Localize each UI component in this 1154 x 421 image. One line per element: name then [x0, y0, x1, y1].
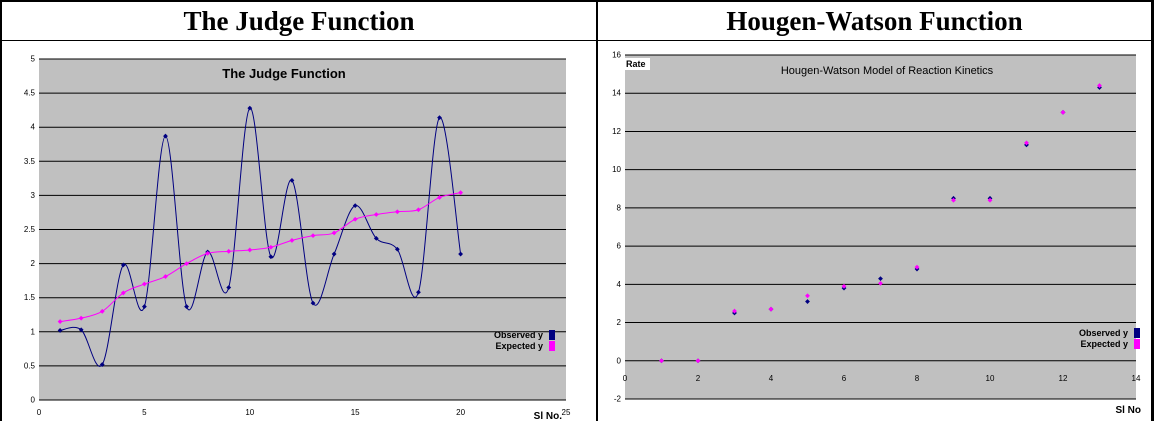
x-tick-label: 6 [842, 374, 847, 383]
x-tick-label: 15 [351, 408, 360, 417]
table-border-header [0, 40, 1154, 41]
hougen-header: Hougen-Watson Function [726, 6, 1023, 36]
x-tick-label: 2 [696, 374, 701, 383]
table-border-right [1151, 0, 1154, 421]
data-point [163, 133, 168, 139]
chart-title: The Judge Function [222, 66, 346, 81]
data-point [289, 238, 295, 243]
x-tick-label: 25 [562, 408, 571, 417]
y-tick-label: 3 [31, 191, 36, 200]
legend-swatch [549, 341, 555, 351]
table-border-left [0, 0, 2, 421]
data-point [695, 358, 701, 364]
x-tick-label: 14 [1132, 374, 1141, 383]
data-point [120, 262, 126, 268]
y-tick-label: 16 [612, 51, 621, 60]
y-tick-label: 0.5 [24, 361, 36, 370]
data-point [289, 177, 295, 183]
y-tick-label: 12 [612, 127, 621, 136]
legend-swatch [1134, 328, 1140, 338]
y-tick-label: 1.5 [24, 293, 36, 302]
series-line [60, 107, 462, 367]
x-tick-label: 20 [456, 408, 465, 417]
data-point [310, 300, 316, 306]
x-tick-label: 10 [245, 408, 254, 417]
x-tick-label: 5 [142, 408, 147, 417]
data-point [1060, 109, 1066, 115]
x-axis-label: Sl No [1115, 405, 1141, 416]
data-point [805, 293, 810, 299]
legend-swatch [1134, 339, 1140, 349]
hougen-watson-chart: -2 0 2 4 6 8 10 12 14 16 0 2 4 6 8 10 12 14 Hougen-Watson … [612, 51, 1141, 417]
y-tick-label: 3.5 [24, 157, 36, 166]
data-point [373, 212, 379, 217]
legend-label: Expected y [1080, 339, 1128, 349]
data-point [437, 195, 442, 200]
legend-label: Observed y [494, 330, 543, 340]
legend-label: Observed y [1079, 328, 1128, 338]
plot-area [625, 55, 1136, 399]
y-axis-label-box [624, 58, 650, 70]
y-tick-label: 10 [612, 165, 621, 174]
data-point [416, 207, 421, 213]
data-point [78, 327, 84, 333]
x-tick-label: 10 [986, 374, 995, 383]
data-point [394, 246, 400, 252]
y-tick-label: 5 [31, 55, 36, 64]
x-tick-label: 0 [623, 374, 628, 383]
x-tick-label: 8 [915, 374, 920, 383]
y-tick-label: 14 [612, 89, 621, 98]
y-tick-label: 0 [617, 356, 622, 365]
data-point [268, 244, 274, 250]
data-point [437, 115, 442, 121]
y-axis-label: Rate [626, 59, 646, 69]
data-point [247, 247, 253, 253]
data-point [373, 235, 379, 241]
chart-title: Hougen-Watson Model of Reaction Kinetics [781, 65, 994, 77]
judge-header: The Judge Function [183, 6, 415, 36]
data-point [352, 203, 358, 209]
data-point [99, 308, 105, 314]
y-tick-label: -2 [614, 395, 622, 404]
x-tick-label: 4 [769, 374, 774, 383]
data-point [310, 233, 316, 239]
data-point [458, 190, 464, 196]
judge-function-chart: 0 0.5 1 1.5 2 2.5 3 3.5 4 4.5 5 0 5 10 15 20 25 The Judge… [24, 55, 571, 421]
legend-swatch [549, 330, 555, 340]
data-point [331, 251, 337, 257]
data-point [416, 289, 421, 295]
data-point [352, 216, 358, 222]
y-tick-label: 1 [31, 327, 36, 336]
data-point [458, 251, 464, 257]
y-tick-label: 6 [617, 242, 622, 251]
data-point [331, 230, 337, 236]
y-tick-label: 4 [31, 123, 36, 132]
y-tick-label: 2 [617, 318, 622, 327]
data-point [226, 248, 232, 254]
data-point [163, 274, 168, 279]
y-tick-label: 4.5 [24, 89, 36, 98]
x-axis-label: Sl No. [534, 411, 563, 421]
legend-label: Expected y [495, 341, 543, 351]
table-border-middle [596, 0, 598, 421]
y-tick-label: 4 [617, 280, 622, 289]
x-tick-label: 12 [1059, 374, 1068, 383]
y-tick-label: 2 [31, 259, 36, 268]
table-border-top [0, 0, 1154, 2]
data-point [78, 315, 84, 321]
y-tick-label: 8 [617, 203, 622, 212]
y-tick-label: 0 [31, 396, 36, 405]
y-tick-label: 2.5 [24, 225, 36, 234]
x-tick-label: 0 [37, 408, 42, 417]
data-point [878, 276, 883, 282]
